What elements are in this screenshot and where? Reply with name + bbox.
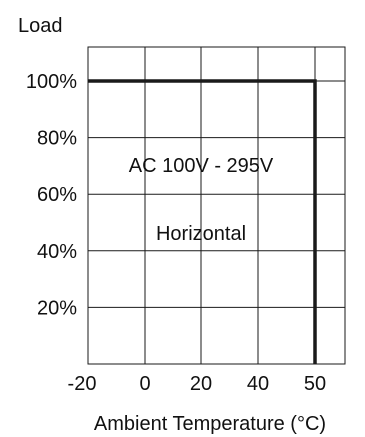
- annotation-voltage: AC 100V - 295V: [129, 155, 274, 177]
- x-tick-label: 20: [190, 373, 212, 395]
- y-tick-label: 40%: [37, 241, 77, 263]
- y-tick-label: 80%: [37, 128, 77, 150]
- y-tick-labels: 20% 40% 60% 80% 100%: [26, 71, 77, 319]
- x-tick-labels: -20 0 20 40 50: [68, 373, 327, 395]
- y-tick-label: 60%: [37, 184, 77, 206]
- x-tick-label: 0: [139, 373, 150, 395]
- x-axis-label: Ambient Temperature (°C): [94, 413, 326, 435]
- y-tick-label: 100%: [26, 71, 77, 93]
- derating-curve: [88, 79, 317, 364]
- y-tick-label: 20%: [37, 297, 77, 319]
- y-axis-label: Load: [18, 15, 63, 37]
- series: [88, 79, 317, 364]
- x-tick-label: 50: [304, 373, 326, 395]
- annotation-orientation: Horizontal: [156, 223, 246, 245]
- plot-frame: [87, 46, 346, 365]
- x-tick-label: -20: [68, 373, 97, 395]
- x-tick-label: 40: [247, 373, 269, 395]
- grid: [87, 47, 346, 364]
